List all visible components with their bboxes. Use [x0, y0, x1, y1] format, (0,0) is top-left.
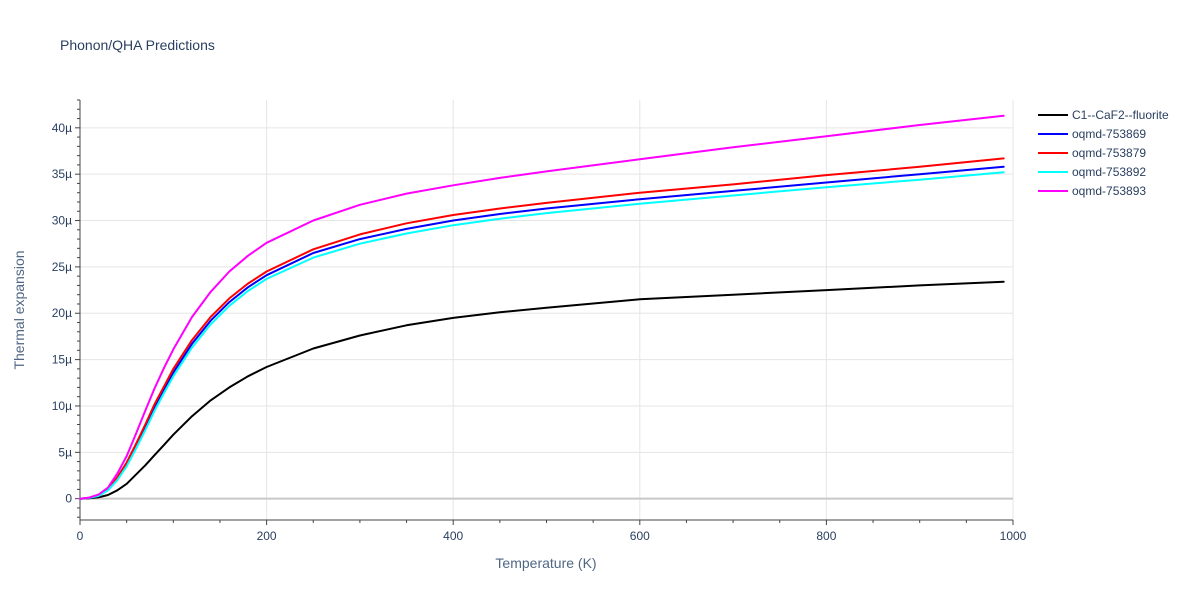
y-tick-label: 40µ [52, 121, 72, 135]
legend-label: C1--CaF2--fluorite [1072, 108, 1169, 122]
x-tick-label: 200 [257, 529, 277, 543]
series-line-C1--CaF2--fluorite [79, 280, 1005, 500]
legend-label: oqmd-753892 [1072, 165, 1146, 179]
x-tick-label: 1000 [1000, 529, 1027, 543]
x-axis-title: Temperature (K) [495, 555, 596, 571]
y-tick-label: 15µ [52, 353, 72, 367]
legend-item[interactable]: C1--CaF2--fluorite [1038, 108, 1169, 122]
legend-label: oqmd-753879 [1072, 146, 1146, 160]
x-tick-label: 0 [77, 529, 84, 543]
x-tick-label: 800 [816, 529, 836, 543]
series-line-oqmd-753892 [79, 171, 1005, 500]
x-tick-label: 400 [443, 529, 463, 543]
legend-label: oqmd-753893 [1072, 184, 1146, 198]
y-tick-label: 0 [65, 492, 72, 506]
y-axis-title: Thermal expansion [11, 250, 27, 369]
series-line-oqmd-753893 [79, 114, 1005, 500]
legend-item[interactable]: oqmd-753879 [1038, 146, 1146, 160]
series-layer [79, 114, 1005, 500]
chart-title: Phonon/QHA Predictions [60, 37, 215, 53]
y-tick-label: 5µ [58, 445, 72, 459]
y-tick-label: 30µ [52, 214, 72, 228]
y-tick-label: 25µ [52, 260, 72, 274]
legend[interactable]: C1--CaF2--fluorite oqmd-753869 oqmd-753879… [1038, 108, 1169, 198]
legend-item[interactable]: oqmd-753892 [1038, 165, 1146, 179]
legend-label: oqmd-753869 [1072, 127, 1146, 141]
series-line-oqmd-753879 [79, 157, 1005, 500]
legend-item[interactable]: oqmd-753869 [1038, 127, 1146, 141]
legend-item[interactable]: oqmd-753893 [1038, 184, 1146, 198]
y-tick-label: 35µ [52, 167, 72, 181]
y-tick-label: 20µ [52, 306, 72, 320]
axis-layer: 0 200 400 600 800 1000 0 5µ 10µ 15µ 20µ 25µ 30µ 35µ 40… [52, 99, 1027, 543]
x-tick-label: 600 [630, 529, 650, 543]
y-tick-label: 10µ [52, 399, 72, 413]
